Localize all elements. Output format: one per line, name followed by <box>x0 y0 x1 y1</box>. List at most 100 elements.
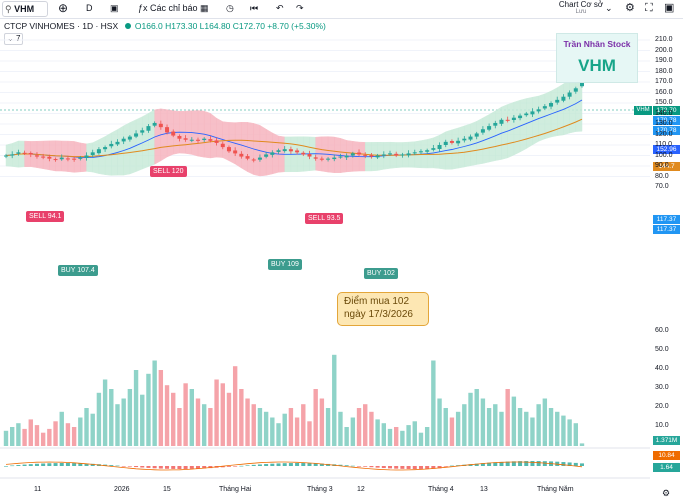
bollinger-band-segment <box>55 140 62 172</box>
bollinger-band-segment <box>544 90 552 140</box>
macd-histogram-bar <box>72 463 77 466</box>
bollinger-band-segment <box>321 136 329 173</box>
bollinger-band-segment <box>550 87 558 138</box>
bollinger-band-segment <box>327 136 335 173</box>
bollinger-band-segment <box>278 135 285 173</box>
brand-name: Trần Nhân Stock <box>563 39 631 49</box>
templates-icon[interactable]: ▦ <box>200 3 209 13</box>
bollinger-band-segment <box>154 108 162 165</box>
candle-body <box>443 141 448 145</box>
candle-body <box>10 154 15 156</box>
volume-bar <box>301 404 306 446</box>
candle-body <box>84 155 89 159</box>
macd-histogram-bar <box>344 465 349 466</box>
candle-body <box>239 153 244 157</box>
bollinger-band-segment <box>234 121 242 169</box>
candle-body <box>96 149 101 154</box>
candle-body <box>518 115 523 119</box>
volume-bar <box>78 417 83 446</box>
bollinger-band-segment <box>563 79 570 136</box>
layout-button[interactable]: Chart Cơ sở Lưu <box>556 0 606 16</box>
candle-body <box>363 154 368 156</box>
bollinger-band-segment <box>30 140 38 168</box>
signal-buy-3: BUY 102 <box>364 268 398 279</box>
macd-histogram-bar <box>381 466 386 469</box>
candle-body <box>146 126 151 131</box>
price-axis-label: 160.0 <box>655 88 673 96</box>
settings-gear-icon[interactable]: ⚙ <box>625 2 635 14</box>
volume-bar <box>90 413 95 446</box>
bollinger-band-segment <box>73 141 81 173</box>
macd-histogram-bar <box>350 465 355 467</box>
symbol-search[interactable]: ⚲ VHM <box>2 1 48 17</box>
bollinger-band-segment <box>259 124 267 177</box>
fullscreen-icon[interactable]: ⛶ <box>645 2 653 14</box>
volume-bar <box>356 408 362 446</box>
macd-histogram-bar <box>394 466 399 469</box>
macd-histogram-bar <box>65 463 70 466</box>
volume-bar <box>344 427 349 446</box>
alert-icon[interactable]: ◷ <box>226 3 234 13</box>
candle-body <box>549 103 554 107</box>
macd-histogram-bar <box>78 463 83 466</box>
candle-body <box>282 149 287 152</box>
camera-icon[interactable]: ▣ <box>664 2 675 14</box>
bollinger-band-segment <box>340 137 347 173</box>
candle-body <box>400 154 405 156</box>
volume-bar <box>288 408 294 446</box>
volume-bar <box>462 404 467 446</box>
candle-body <box>59 157 64 160</box>
volume-bar <box>443 408 448 446</box>
indicator-collapse-button[interactable]: ⌄ 7 <box>4 33 24 45</box>
redo-icon[interactable]: ↷ <box>296 3 304 13</box>
bollinger-band-segment <box>315 136 323 172</box>
time-axis-label: 11 <box>34 486 42 493</box>
bollinger-band-segment <box>395 142 403 168</box>
candle-body <box>511 117 516 121</box>
chart-type-icon[interactable]: ▣ <box>110 3 119 13</box>
legend-high: H173.30 <box>165 21 198 31</box>
candle-body <box>344 155 349 158</box>
volume-bar <box>350 417 356 446</box>
candle-body <box>555 99 560 103</box>
macd-histogram-bar <box>536 461 541 466</box>
volume-bar <box>375 419 380 446</box>
macd-histogram-bar <box>140 466 145 468</box>
price-axis-label: 200.0 <box>655 46 673 54</box>
candle-body <box>177 135 182 139</box>
macd-histogram-bar <box>59 463 64 466</box>
volume-bar <box>567 419 572 446</box>
bollinger-band-segment <box>482 114 490 164</box>
time-axis-label: 2026 <box>114 486 130 493</box>
macd-histogram-bar <box>288 463 293 466</box>
macd-histogram-bar <box>41 463 46 466</box>
volume-bar <box>424 427 430 446</box>
add-symbol-icon[interactable]: ⊕ <box>58 1 69 15</box>
bollinger-band-segment <box>402 141 409 168</box>
bollinger-band-segment <box>451 127 459 170</box>
chevron-down-icon[interactable]: ⌄ <box>605 3 613 13</box>
axis-settings-icon[interactable]: ⚙ <box>662 488 671 498</box>
macd-histogram-bar <box>245 465 250 466</box>
bollinger-band-segment <box>476 117 484 165</box>
macd-histogram-bar <box>549 461 554 466</box>
time-axis-label: Tháng 4 <box>428 486 454 493</box>
market-status-icon <box>124 23 131 29</box>
volume-bar <box>449 417 455 446</box>
bollinger-band-segment <box>11 140 19 168</box>
volume-bar <box>152 360 157 446</box>
macd-histogram-bar <box>301 463 306 466</box>
candle-body <box>158 123 163 128</box>
bollinger-band-segment <box>426 137 434 169</box>
bollinger-band-segment <box>383 141 391 170</box>
signal-sell-1: SELL 94.1 <box>26 211 65 222</box>
indicators-button[interactable]: ƒx Các chỉ báo <box>138 1 198 15</box>
macd-histogram-bar <box>146 466 151 468</box>
bollinger-band-segment <box>92 139 100 174</box>
volume-tag: 1.371M <box>653 436 680 445</box>
replay-icon[interactable]: ⏮ <box>250 3 259 13</box>
layout-name: Chart Cơ sở <box>558 0 604 9</box>
undo-icon[interactable]: ↶ <box>276 3 284 13</box>
interval-button[interactable]: D <box>86 3 93 13</box>
bollinger-band-segment <box>457 125 465 169</box>
